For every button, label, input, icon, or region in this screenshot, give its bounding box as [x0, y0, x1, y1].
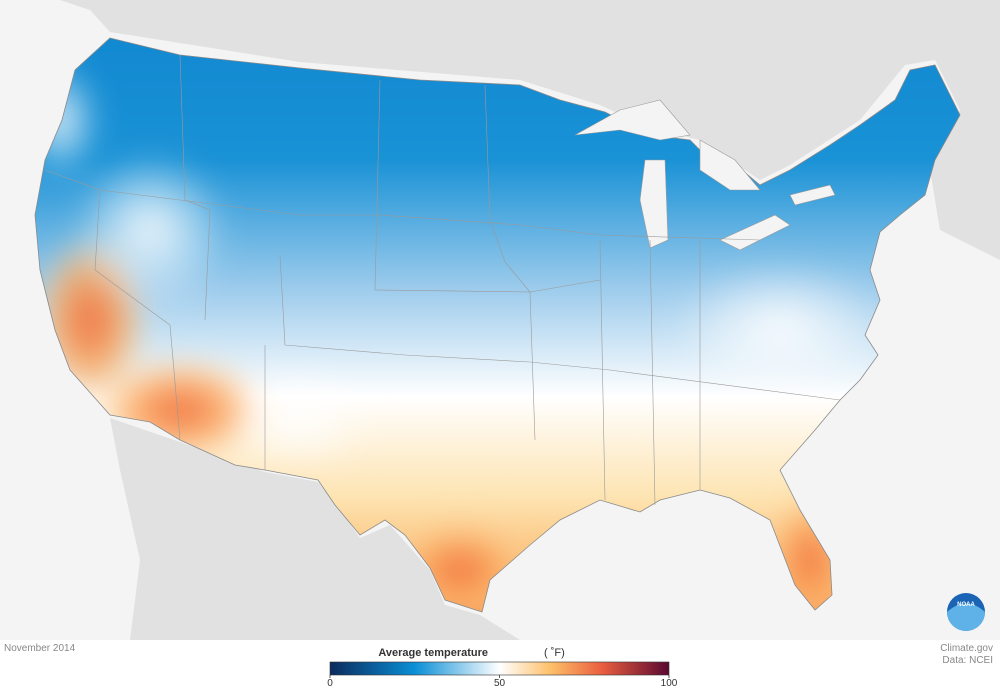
date: November 2014 [4, 643, 76, 654]
legend-tick-label: 100 [661, 678, 678, 689]
great-lakes [574, 99, 836, 251]
noaa-logo: NOAA [947, 593, 985, 631]
legend-title: Average temperature [378, 647, 488, 659]
legend-colorbar [329, 661, 670, 676]
source: Data: NCEI [942, 655, 993, 666]
state-borders [44, 54, 841, 506]
canada [60, 0, 1000, 260]
logo-text: NOAA [957, 602, 975, 608]
credit: Climate.gov [940, 643, 993, 654]
legend-tick-label: 0 [327, 678, 333, 689]
legend-tick-label: 50 [494, 678, 506, 689]
legend-unit: ( ˚F) [544, 647, 565, 659]
mexico [110, 418, 520, 640]
